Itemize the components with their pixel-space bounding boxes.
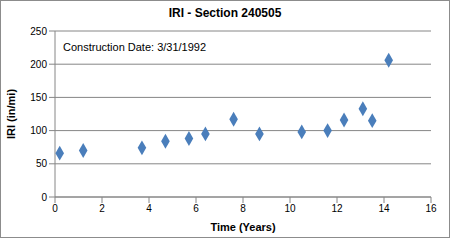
svg-text:50: 50 [36,158,48,169]
svg-text:150: 150 [30,92,47,103]
svg-text:250: 250 [30,26,47,37]
svg-text:IRI (in/mi): IRI (in/mi) [8,89,17,139]
svg-text:10: 10 [284,203,296,214]
html-text:Construction Date: 3/31/1992: Construction Date: 3/31/1992 [63,41,207,53]
svg-text:12: 12 [331,203,343,214]
svg-text:16: 16 [425,203,437,214]
svg-text:0: 0 [52,203,58,214]
svg-text:4: 4 [146,203,152,214]
svg-text:Time (Years): Time (Years) [210,221,276,233]
svg-text:14: 14 [378,203,390,214]
svg-text:0: 0 [41,192,47,203]
html-text:IRI - Section 240505: IRI - Section 240505 [168,6,282,20]
svg-text:2: 2 [99,203,105,214]
svg-text:8: 8 [240,203,246,214]
svg-text:6: 6 [193,203,199,214]
svg-text:100: 100 [30,125,47,136]
svg-text:200: 200 [30,59,47,70]
